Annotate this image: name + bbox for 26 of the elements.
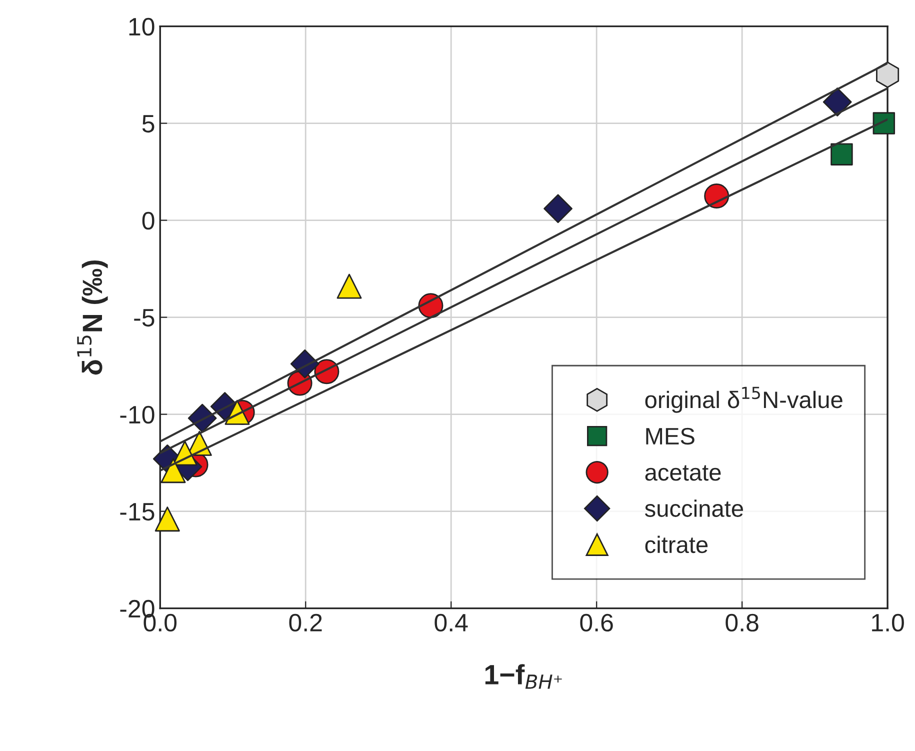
point — [160, 458, 186, 484]
legend-label: acetate — [645, 465, 721, 481]
x-tick-label: 0.4 — [434, 614, 468, 632]
x-tick-label: 0.6 — [580, 614, 613, 632]
point — [872, 112, 896, 134]
legend-label: original δ$^{15}$N-value — [645, 386, 842, 413]
x-tick-label: 0.8 — [726, 614, 758, 632]
x-axis-title: 1−f$_{BH⁺}$ — [485, 664, 562, 689]
y-tick-label: 10 — [129, 18, 154, 36]
point — [876, 62, 900, 88]
x-tick-label: 0.2 — [289, 614, 322, 632]
y-tick-label: -10 — [120, 406, 154, 424]
y-tick-label: -5 — [134, 309, 154, 327]
point — [154, 506, 180, 532]
y-axis-title: δ$^{15}$N (‰) — [77, 260, 108, 375]
legend-label: succinate — [644, 500, 744, 517]
point — [822, 88, 852, 116]
legend-label: citrate — [645, 536, 708, 554]
point — [544, 194, 572, 224]
y-tick-label: 0 — [142, 212, 154, 230]
point — [830, 143, 853, 166]
x-tick-label: 1.0 — [872, 614, 904, 632]
point — [336, 274, 362, 299]
legend-label: MES — [646, 428, 694, 445]
y-tick-label: -15 — [120, 503, 154, 521]
y-tick-label: 5 — [142, 115, 154, 133]
